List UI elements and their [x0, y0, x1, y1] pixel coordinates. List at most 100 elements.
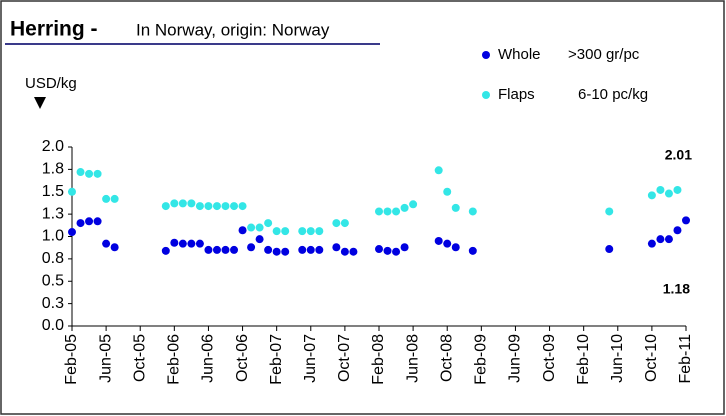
- annotation: 1.18: [663, 281, 690, 297]
- point: [255, 235, 264, 244]
- x-tick-label: Feb-11: [677, 334, 694, 384]
- point: [656, 185, 665, 194]
- point: [238, 202, 247, 211]
- x-tick-label: Jun-06: [200, 334, 217, 383]
- point: [451, 243, 460, 252]
- point: [68, 187, 76, 196]
- y-tick-label: 0.0: [42, 317, 64, 334]
- x-tick-label: Oct-10: [643, 334, 660, 382]
- point: [76, 168, 85, 177]
- point: [673, 226, 682, 235]
- point: [187, 199, 196, 208]
- point: [383, 207, 392, 216]
- point: [434, 166, 443, 175]
- point: [605, 245, 614, 254]
- point: [682, 216, 690, 225]
- point: [281, 227, 290, 236]
- legend-note: >300 gr/pc: [568, 46, 640, 63]
- point: [298, 227, 307, 236]
- point: [212, 202, 221, 211]
- point: [230, 245, 239, 254]
- point: [605, 207, 614, 216]
- point: [247, 223, 256, 232]
- point: [264, 219, 273, 228]
- point: [247, 243, 256, 252]
- x-tick-label: Jun-09: [507, 334, 524, 383]
- x-tick-label: Feb-09: [473, 334, 490, 385]
- point: [238, 226, 247, 235]
- x-tick-label: Feb-06: [166, 334, 183, 385]
- point: [110, 243, 119, 252]
- point: [315, 245, 324, 254]
- point: [443, 187, 452, 196]
- point: [102, 239, 111, 248]
- y-tick-label: 1.0: [42, 228, 64, 245]
- x-tick-label: Feb-10: [575, 334, 592, 385]
- point: [656, 235, 665, 244]
- x-tick-label: Feb-08: [370, 334, 387, 385]
- y-tick-label: 0.5: [42, 272, 64, 289]
- y-tick-label: 1.3: [42, 205, 64, 222]
- point: [298, 245, 307, 254]
- legend-note: 6-10 pc/kg: [578, 86, 648, 103]
- chart-title: Herring -: [10, 18, 98, 41]
- point: [93, 217, 102, 226]
- point: [170, 238, 179, 247]
- y-tick-label: 1.8: [42, 161, 64, 178]
- x-tick-label: Jun-08: [404, 334, 421, 383]
- point: [400, 203, 409, 212]
- point: [409, 200, 418, 209]
- point: [93, 169, 102, 178]
- point: [221, 245, 230, 254]
- point: [340, 219, 349, 228]
- point: [255, 223, 264, 232]
- point: [76, 219, 85, 228]
- point: [272, 227, 281, 236]
- chart-subtitle: In Norway, origin: Norway: [136, 20, 330, 39]
- point: [281, 247, 290, 256]
- point: [392, 247, 401, 256]
- point: [332, 243, 341, 252]
- point: [451, 203, 460, 212]
- x-tick-label: Oct-08: [438, 334, 455, 382]
- point: [468, 207, 477, 216]
- point: [375, 207, 383, 216]
- point: [110, 194, 119, 203]
- y-tick-label: 1.5: [42, 183, 64, 200]
- point: [272, 247, 281, 256]
- point: [468, 246, 477, 255]
- point: [204, 245, 213, 254]
- point: [673, 185, 682, 194]
- point: [204, 202, 213, 211]
- annotation: 2.01: [665, 147, 692, 163]
- x-tick-label: Oct-09: [541, 334, 558, 382]
- y-tick-label: 0.8: [42, 250, 64, 267]
- point: [178, 239, 187, 248]
- point: [85, 217, 94, 226]
- point: [230, 202, 239, 211]
- point: [264, 245, 273, 254]
- x-tick-label: Jun-10: [609, 334, 626, 383]
- point: [187, 239, 196, 248]
- point: [375, 245, 383, 254]
- point: [664, 189, 673, 198]
- point: [195, 239, 204, 248]
- y-tick-label: 0.3: [42, 295, 64, 312]
- x-tick-label: Oct-07: [336, 334, 353, 382]
- legend-label: Flaps: [498, 86, 535, 103]
- point: [161, 246, 170, 255]
- x-tick-label: Oct-05: [131, 334, 148, 382]
- point: [306, 245, 315, 254]
- x-tick-label: Jun-05: [97, 334, 114, 383]
- point: [392, 207, 401, 216]
- legend-marker: [482, 91, 490, 99]
- y-tick-label: 2.0: [42, 138, 64, 155]
- point: [349, 247, 358, 256]
- point: [170, 199, 179, 208]
- point: [221, 202, 230, 211]
- point: [332, 219, 341, 228]
- point: [195, 202, 204, 211]
- point: [647, 191, 656, 200]
